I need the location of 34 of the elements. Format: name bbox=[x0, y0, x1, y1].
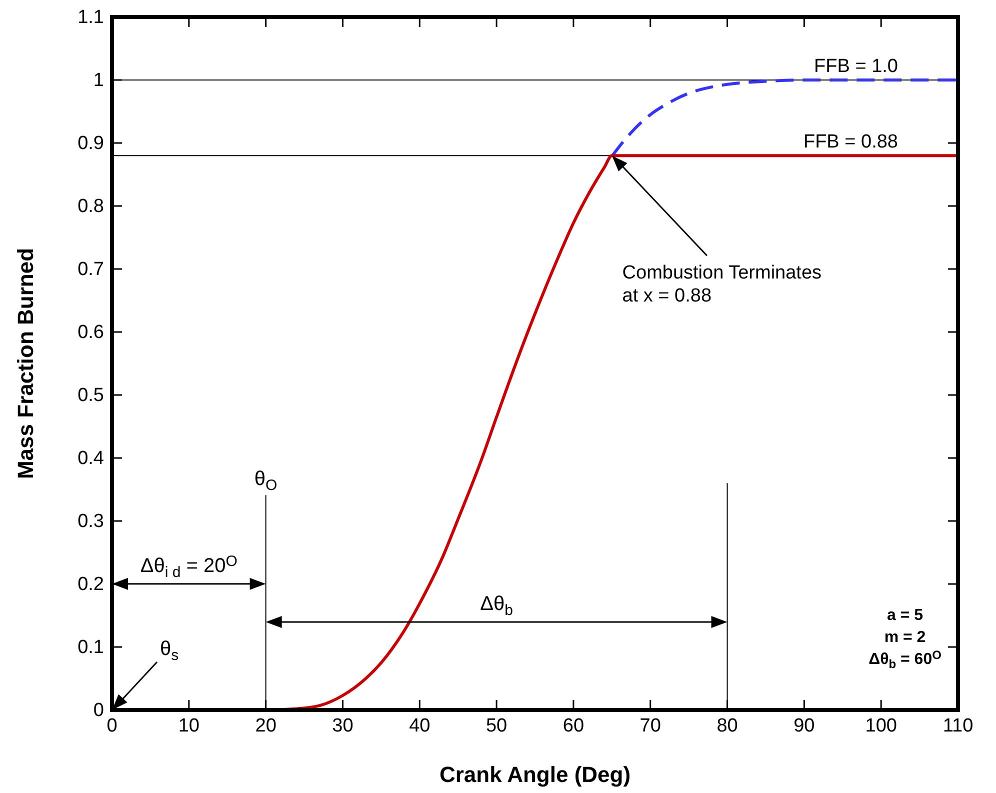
x-tick-label: 90 bbox=[794, 715, 815, 736]
x-tick-label: 70 bbox=[640, 715, 661, 736]
y-tick-label: 1 bbox=[93, 70, 104, 92]
x-tick-label: 30 bbox=[332, 715, 354, 736]
ref-line-label: θ$_{O}$ bbox=[254, 468, 278, 494]
y-tick-label: 0.6 bbox=[78, 322, 104, 344]
x-tick-label: 10 bbox=[178, 715, 200, 736]
y-tick-label: 0 bbox=[93, 700, 104, 722]
annotation: Combustion Terminates at x = 0.88 bbox=[622, 262, 822, 307]
x-tick-label: 100 bbox=[865, 715, 897, 736]
y-tick-label: 0.7 bbox=[78, 259, 104, 280]
y-tick-label: 0.2 bbox=[78, 574, 104, 596]
x-tick-label: 0 bbox=[106, 715, 118, 736]
y-tick-label: 0.4 bbox=[78, 448, 104, 470]
x-axis-title: Crank Angle (Deg) bbox=[439, 762, 631, 787]
annotation: Δθ$_{b}$ bbox=[480, 592, 513, 618]
y-tick-label: 0.9 bbox=[78, 133, 104, 154]
x-tick-label: 60 bbox=[562, 715, 584, 736]
y-tick-label: 1.1 bbox=[78, 7, 104, 28]
annotation: θ$_{s}$ bbox=[160, 638, 179, 664]
x-tick-label: 40 bbox=[409, 715, 430, 736]
x-tick-label: 110 bbox=[942, 715, 974, 736]
annotation: a = 5 m = 2 Δθ$_{b}$ = 60$^{O}$ bbox=[868, 607, 942, 671]
y-tick-label: 0.3 bbox=[78, 511, 104, 532]
x-tick-label: 80 bbox=[716, 715, 738, 736]
annotation: Δθ$_{i d}$ = 20$^{O}$ bbox=[140, 552, 238, 580]
ref-line-label: FFB = 1.0 bbox=[814, 56, 898, 77]
y-axis-title: Mass Fraction Burned bbox=[13, 248, 38, 480]
ref-line-label: FFB = 0.88 bbox=[803, 132, 898, 153]
y-tick-label: 0.5 bbox=[78, 385, 104, 406]
y-tick-label: 0.1 bbox=[78, 637, 104, 658]
y-tick-label: 0.8 bbox=[78, 196, 104, 218]
x-tick-label: 50 bbox=[486, 715, 508, 736]
x-tick-label: 20 bbox=[255, 715, 276, 736]
